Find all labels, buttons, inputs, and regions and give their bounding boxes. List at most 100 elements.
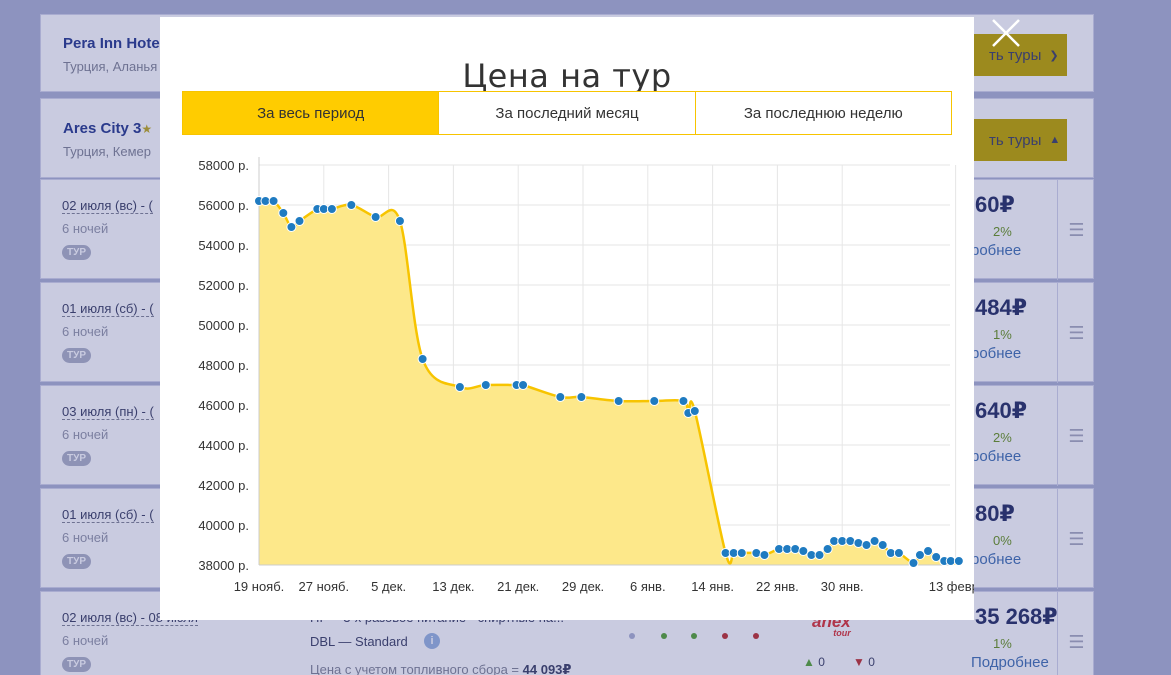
tour-price: 640₽: [975, 398, 1028, 423]
y-tick-label: 54000 р.: [198, 238, 249, 253]
data-point: [908, 558, 919, 568]
x-tick-label: 21 дек.: [497, 579, 539, 594]
show-tours-label: ть туры: [989, 131, 1042, 149]
y-tick-label: 52000 р.: [198, 278, 249, 293]
hotel-name-text: Ares City: [63, 120, 129, 137]
tour-price: 484₽: [975, 295, 1028, 320]
x-tick-label: 22 янв.: [756, 579, 799, 594]
data-point: [751, 548, 762, 558]
hotel-name[interactable]: Pera Inn Hote: [63, 35, 160, 52]
x-tick-label: 5 дек.: [371, 579, 406, 594]
x-tick-label: 13 дек.: [432, 579, 474, 594]
like-button[interactable]: ▲ 0: [803, 655, 825, 669]
data-point: [518, 380, 529, 390]
x-tick-label: 19 нояб.: [234, 579, 285, 594]
tour-discount: 2%: [993, 430, 1012, 445]
data-point: [790, 544, 801, 554]
data-point: [798, 546, 809, 556]
fuel-value: 44 093₽: [522, 662, 572, 675]
menu-icon[interactable]: ☰: [1057, 283, 1095, 383]
data-point: [555, 392, 566, 402]
tour-details-link[interactable]: робнее: [971, 242, 1022, 259]
x-tick-label: 6 янв.: [630, 579, 666, 594]
tour-badge: ТУР: [62, 245, 91, 260]
x-tick-label: 27 нояб.: [299, 579, 350, 594]
data-point: [394, 216, 405, 226]
show-tours-label: ть туры: [989, 46, 1042, 64]
menu-icon[interactable]: ☰: [1057, 489, 1095, 589]
tab-last-week[interactable]: За последнюю неделю: [695, 92, 951, 134]
data-point: [814, 550, 825, 560]
dislike-button[interactable]: ▼ 0: [853, 655, 875, 669]
tour-badge: ТУР: [62, 657, 91, 672]
tour-discount: 2%: [993, 224, 1012, 239]
hotel-name[interactable]: Ares City 3★: [63, 120, 152, 137]
tour-price: 60₽: [975, 192, 1015, 217]
y-tick-label: 38000 р.: [198, 558, 249, 573]
data-point: [649, 396, 660, 406]
data-point: [869, 536, 880, 546]
data-point: [822, 544, 833, 554]
tour-nights: 6 ночей: [62, 221, 109, 236]
hotel-stars: 3: [133, 120, 142, 137]
y-tick-label: 40000 р.: [198, 518, 249, 533]
rating-dot: [722, 633, 728, 639]
data-point: [346, 200, 357, 210]
tour-dates[interactable]: 01 июля (сб) - (: [62, 301, 154, 317]
data-point: [326, 204, 337, 214]
data-point: [294, 216, 305, 226]
tour-discount: 1%: [993, 636, 1012, 651]
info-icon[interactable]: i: [424, 633, 440, 649]
like-count: 0: [818, 655, 825, 669]
tab-last-month[interactable]: За последний месяц: [439, 92, 696, 134]
dislike-count: 0: [868, 655, 875, 669]
y-tick-label: 56000 р.: [198, 198, 249, 213]
x-tick-label: 29 дек.: [562, 579, 604, 594]
rating-dot: [753, 633, 759, 639]
data-point: [689, 406, 700, 416]
hotel-location: Турция, Аланья: [63, 59, 158, 74]
menu-icon[interactable]: ☰: [1057, 180, 1095, 280]
tour-details-link[interactable]: робнее: [971, 345, 1022, 362]
close-icon[interactable]: [990, 17, 1022, 49]
data-point: [914, 550, 925, 560]
tour-price: 80₽: [975, 501, 1015, 526]
y-tick-label: 48000 р.: [198, 358, 249, 373]
fuel-price: Цена с учетом топливного сбора = 44 093₽: [310, 662, 571, 675]
tour-nights: 6 ночей: [62, 530, 109, 545]
rating-dot: [661, 633, 667, 639]
rating-dot: [629, 633, 635, 639]
tour-badge: ТУР: [62, 348, 91, 363]
tour-nights: 6 ночей: [62, 427, 109, 442]
period-tabs: За весь период За последний месяц За пос…: [182, 91, 952, 135]
data-point: [931, 552, 942, 562]
tour-dates[interactable]: 02 июля (вс) - (: [62, 198, 153, 214]
tour-dates[interactable]: 03 июля (пн) - (: [62, 404, 154, 420]
y-tick-label: 50000 р.: [198, 318, 249, 333]
data-point: [877, 540, 888, 550]
data-point: [678, 396, 689, 406]
menu-icon[interactable]: ☰: [1057, 386, 1095, 486]
tour-details-link[interactable]: робнее: [971, 551, 1022, 568]
tour-details-link[interactable]: Подробнее: [971, 654, 1049, 671]
data-point: [613, 396, 624, 406]
tab-all-period[interactable]: За весь период: [183, 92, 440, 134]
data-point: [759, 550, 770, 560]
data-point: [861, 540, 872, 550]
tour-details-link[interactable]: робнее: [971, 448, 1022, 465]
star-icon: ★: [141, 122, 153, 136]
data-point: [923, 546, 934, 556]
data-point: [576, 392, 587, 402]
y-tick-label: 44000 р.: [198, 438, 249, 453]
data-point: [953, 556, 964, 566]
menu-icon[interactable]: ☰: [1057, 592, 1095, 675]
data-point: [480, 380, 491, 390]
data-point: [893, 548, 904, 558]
data-point: [278, 208, 289, 218]
tour-dates[interactable]: 01 июля (сб) - (: [62, 507, 154, 523]
data-point: [853, 538, 864, 548]
x-tick-label: 13 февр.: [929, 579, 974, 594]
fuel-label: Цена с учетом топливного сбора =: [310, 662, 520, 675]
price-history-modal: Цена на тур За весь период За последний …: [160, 17, 974, 620]
chevron-up-icon: ▲: [1049, 134, 1061, 146]
